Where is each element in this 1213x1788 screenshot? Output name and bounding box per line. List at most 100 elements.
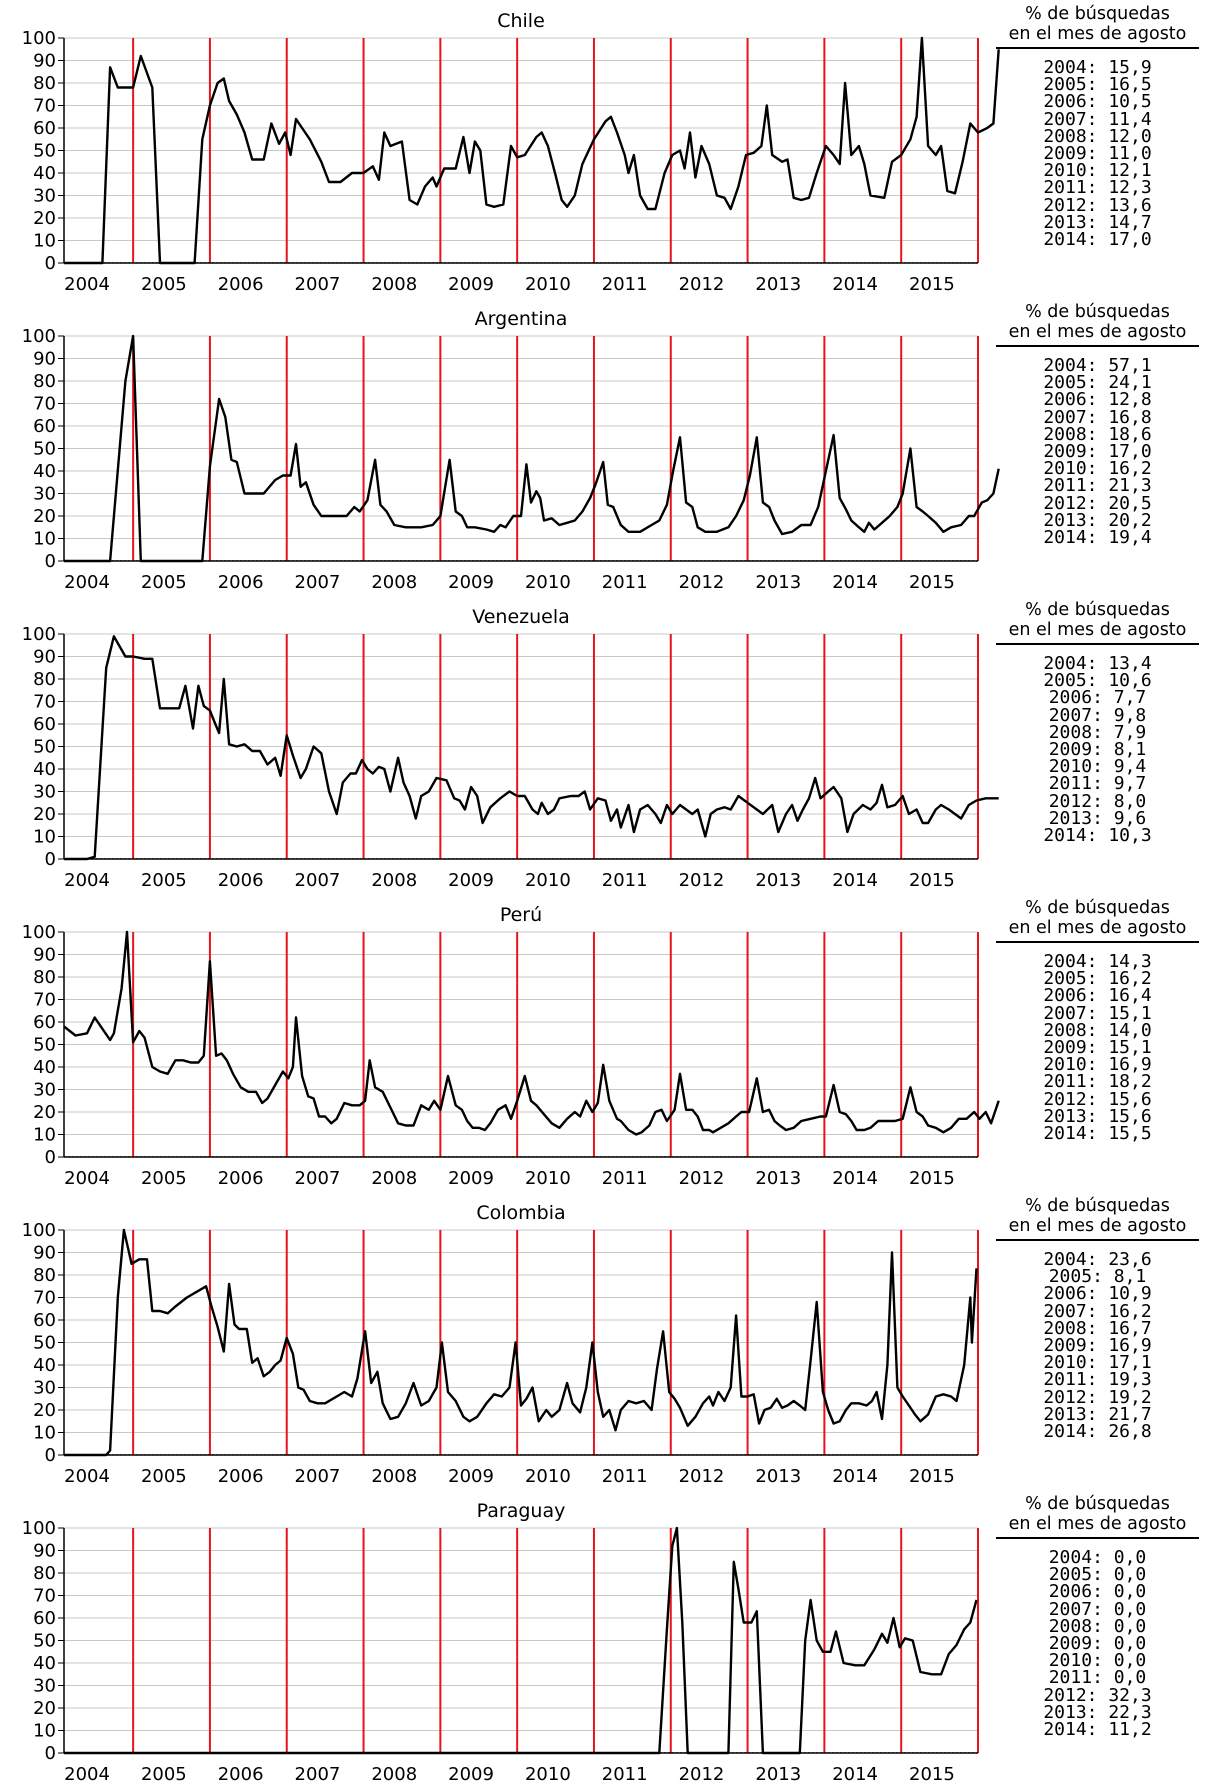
y-tick-label: 60	[33, 714, 56, 735]
stats-item: 2011: 19,3	[1043, 1369, 1152, 1391]
chart-panel: Perú 0 10 20 30 40 50 60 70 80 90 100 2004 2005 2006 20…	[0, 894, 1213, 1192]
stats-item: 2005: 16,5	[1043, 74, 1152, 96]
series-line	[64, 1228, 978, 1457]
y-tick-label: 80	[33, 1563, 56, 1584]
stats-divider	[996, 47, 1199, 49]
x-tick-label: 2007	[295, 572, 341, 593]
stats-item: 2013: 20,2	[1043, 509, 1152, 531]
stats-item: 2007: 16,8	[1043, 406, 1152, 428]
y-tick-label: 50	[33, 737, 56, 758]
x-tick-label: 2010	[525, 1466, 571, 1487]
y-tick-label: 70	[33, 394, 56, 415]
series-line	[63, 930, 1000, 1136]
y-tick-label: 30	[33, 186, 56, 207]
august-stats: % de búsquedas en el mes de agosto 2004: 0…	[990, 1494, 1205, 1741]
y-tick-label: 20	[33, 1698, 56, 1719]
y-tick-label: 80	[33, 669, 56, 690]
stats-item: 2009: 11,0	[1043, 143, 1152, 165]
stats-divider	[996, 643, 1199, 645]
y-tick-label: 50	[33, 439, 56, 460]
y-tick-label: 100	[22, 922, 56, 943]
x-tick-label: 2006	[218, 274, 264, 295]
stats-item: 2010: 16,2	[1043, 458, 1152, 480]
x-tick-label: 2009	[448, 1764, 494, 1785]
x-tick-label: 2009	[448, 1466, 494, 1487]
x-tick-label: 2004	[64, 1466, 110, 1487]
y-tick-label: 10	[33, 1423, 56, 1444]
x-tick-label: 2005	[141, 274, 187, 295]
stats-item: 2009: 16,9	[1043, 1335, 1152, 1357]
stats-item: 2009: 15,1	[1043, 1037, 1152, 1059]
stats-item: 2013: 22,3	[1043, 1701, 1152, 1723]
x-tick-label: 2012	[679, 1764, 725, 1785]
august-stats: % de búsquedas en el mes de agosto 2004: 5…	[990, 302, 1205, 549]
x-tick-label: 2011	[602, 870, 648, 891]
y-tick-label: 10	[33, 827, 56, 848]
stats-item: 2008: 0,0	[1048, 1615, 1147, 1637]
stats-item: 2014: 15,5	[1043, 1123, 1152, 1145]
y-tick-label: 90	[33, 945, 56, 966]
chart-title: Argentina	[474, 308, 568, 330]
y-tick-label: 40	[33, 1653, 56, 1674]
y-tick-label: 50	[33, 1631, 56, 1652]
y-tick-label: 60	[33, 1608, 56, 1629]
stats-item: 2010: 16,9	[1043, 1054, 1152, 1076]
stats-item: 2008: 18,6	[1043, 423, 1152, 445]
stats-item: 2011: 18,2	[1043, 1071, 1152, 1093]
x-tick-label: 2007	[295, 870, 341, 891]
stats-item: 2013: 14,7	[1043, 211, 1152, 233]
stats-item: 2008: 12,0	[1043, 125, 1152, 147]
stats-item: 2011: 9,7	[1048, 773, 1147, 795]
y-tick-label: 40	[33, 759, 56, 780]
stats-divider	[996, 1537, 1199, 1539]
y-tick-label: 0	[45, 551, 56, 572]
stats-item: 2012: 15,6	[1043, 1088, 1152, 1110]
x-tick-label: 2012	[679, 572, 725, 593]
y-tick-label: 30	[33, 1676, 56, 1697]
stats-item: 2014: 26,8	[1043, 1421, 1152, 1443]
stats-item: 2014: 11,2	[1043, 1719, 1152, 1741]
y-tick-label: 50	[33, 1035, 56, 1056]
stats-item: 2006: 10,9	[1043, 1283, 1152, 1305]
x-tick-label: 2006	[218, 1764, 264, 1785]
x-tick-label: 2015	[909, 572, 955, 593]
y-tick-label: 0	[45, 1445, 56, 1466]
y-tick-label: 40	[33, 1355, 56, 1376]
y-tick-label: 70	[33, 96, 56, 117]
stats-item: 2005: 8,1	[1048, 1266, 1147, 1288]
stats-item: 2005: 24,1	[1043, 372, 1152, 394]
y-tick-label: 80	[33, 1265, 56, 1286]
y-tick-label: 30	[33, 782, 56, 803]
x-tick-label: 2006	[218, 572, 264, 593]
x-tick-label: 2014	[832, 572, 878, 593]
stats-title-line-2: en el mes de agosto	[1008, 918, 1187, 938]
stats-title-line-1: % de búsquedas	[1025, 4, 1170, 24]
y-tick-label: 60	[33, 1310, 56, 1331]
stats-item: 2010: 0,0	[1048, 1650, 1147, 1672]
y-tick-label: 20	[33, 1400, 56, 1421]
series-line	[64, 1526, 978, 1755]
y-tick-label: 0	[45, 1743, 56, 1764]
x-tick-label: 2009	[448, 870, 494, 891]
x-tick-label: 2004	[64, 1764, 110, 1785]
stats-item: 2013: 9,6	[1048, 807, 1147, 829]
stats-item: 2007: 11,4	[1043, 108, 1152, 130]
y-tick-label: 10	[33, 1721, 56, 1742]
y-tick-label: 100	[22, 1220, 56, 1241]
stats-divider	[996, 345, 1199, 347]
august-stats: % de búsquedas en el mes de agosto 2004: 1…	[990, 4, 1205, 251]
x-tick-label: 2011	[602, 1764, 648, 1785]
y-tick-label: 90	[33, 349, 56, 370]
x-tick-label: 2014	[832, 274, 878, 295]
y-tick-label: 10	[33, 231, 56, 252]
stats-item: 2009: 17,0	[1043, 441, 1152, 463]
stats-item: 2014: 19,4	[1043, 527, 1152, 549]
y-tick-label: 20	[33, 506, 56, 527]
y-tick-label: 10	[33, 529, 56, 550]
x-tick-label: 2014	[832, 1466, 878, 1487]
stats-item: 2014: 17,0	[1043, 229, 1152, 251]
x-tick-label: 2007	[295, 1764, 341, 1785]
stats-item: 2004: 15,9	[1043, 57, 1152, 78]
x-tick-label: 2010	[525, 1764, 571, 1785]
